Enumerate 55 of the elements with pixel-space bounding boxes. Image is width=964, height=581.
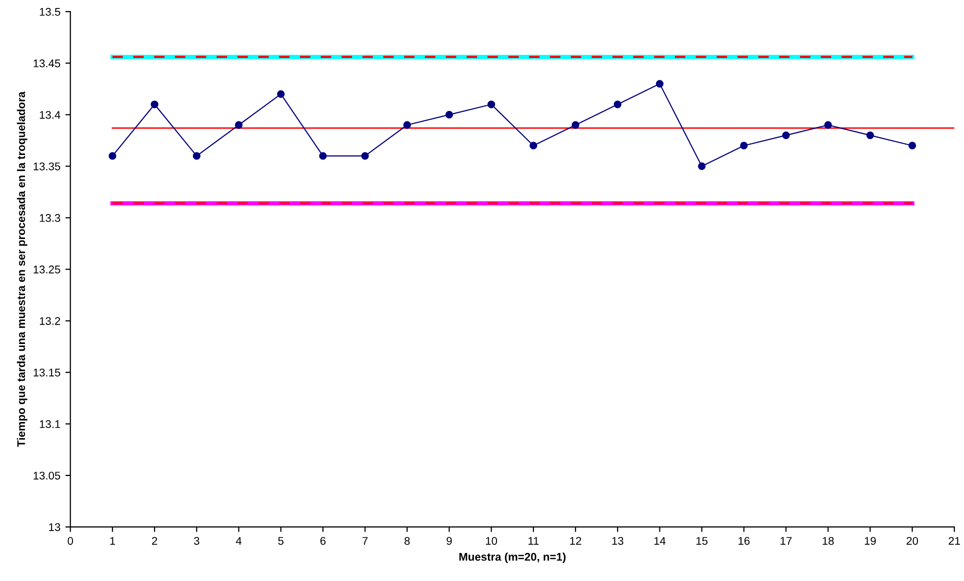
x-tick-label: 1 [110,537,116,545]
y-tick-label: 13.45 [34,59,60,68]
y-tick-label: 13.05 [34,472,60,480]
point [150,100,158,108]
x-axis-title: Muestra (m=20, n=1) [459,552,566,563]
point [108,152,116,160]
x-tick-label: 9 [446,536,452,545]
x-tick-label: 0 [68,536,74,545]
y-tick-label: 13.15 [34,368,60,376]
point [277,90,285,98]
point [614,100,622,108]
point [782,131,790,140]
point [319,152,327,160]
x-tick-label: 12 [570,536,582,545]
x-tick-label: 6 [320,536,326,545]
point [488,100,496,108]
point [656,80,664,88]
point [192,152,200,160]
y-tick-label: 13.3 [40,214,60,222]
point [866,131,874,140]
y-tick-label: 13.2 [40,317,60,325]
x-tick-label: 10 [486,536,498,545]
point [908,142,916,150]
x-tick-label: 14 [654,537,666,545]
point [234,121,243,129]
point [698,162,706,170]
x-tick-label: 19 [864,536,876,545]
x-tick-label: 2 [152,536,158,545]
x-tick-label: 7 [362,537,368,545]
y-tick-label: 13.4 [40,110,60,119]
x-tick-label: 20 [906,536,918,545]
point [403,121,411,129]
y-axis-title: Tiempo que tarda una muestra en ser procesada en la troqueladora [16,91,28,447]
point [740,142,748,150]
y-tick-label: 13.35 [34,162,60,170]
y-tick-label: 13 [49,523,60,532]
y-tick-label: 13.1 [40,420,60,428]
x-tick-label: 15 [696,537,708,545]
y-tick-label: 13.25 [34,266,60,274]
x-tick-label: 16 [738,536,750,545]
point [530,142,538,150]
x-tick-label: 4 [236,537,242,545]
point [824,121,832,129]
point [361,152,369,160]
point [572,121,580,129]
x-tick-label: 3 [194,536,200,545]
point [445,110,454,119]
y-tick-label: 13.5 [40,8,60,16]
x-tick-label: 17 [780,537,792,545]
x-tick-label: 11 [528,537,539,545]
x-tick-label: 13 [612,536,624,545]
x-tick-label: 18 [822,536,834,545]
x-tick-label: 5 [278,537,284,545]
x-tick-label: 8 [404,536,410,545]
x-tick-label: 21 [948,536,960,545]
